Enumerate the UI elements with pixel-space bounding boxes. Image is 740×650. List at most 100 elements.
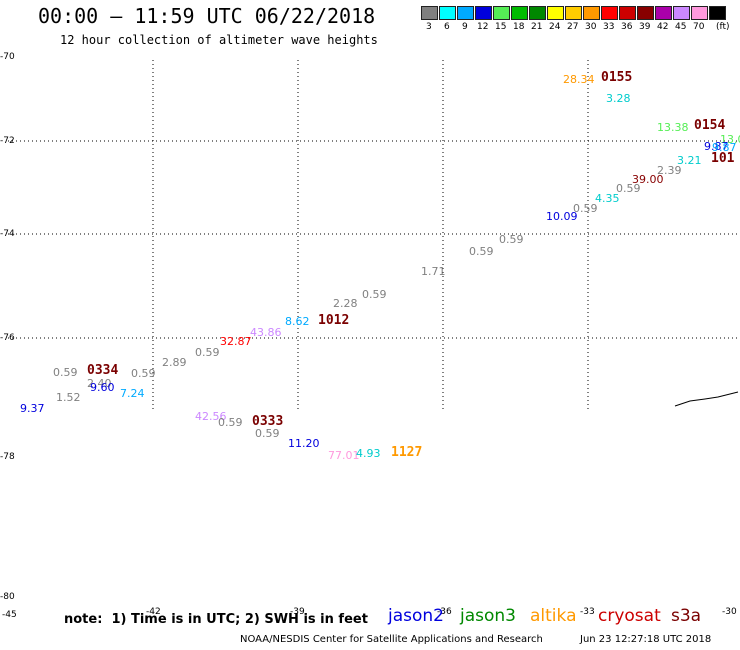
wave-height-value: 11.20	[288, 437, 320, 450]
colorbar-label: 36	[621, 22, 633, 32]
wave-height-value: 3.28	[606, 92, 631, 105]
wave-height-value: 13.38	[657, 121, 689, 134]
colorbar-swatch	[529, 6, 546, 20]
wave-height-value: 0.59	[53, 366, 78, 379]
map-subtitle: 12 hour collection of altimeter wave hei…	[60, 33, 378, 47]
colorbar-swatch	[547, 6, 564, 20]
colorbar-label: 42	[657, 22, 669, 32]
colorbar-label: 12	[477, 22, 489, 32]
colorbar-label: 6	[444, 22, 450, 32]
wave-height-value: 0.59	[195, 346, 220, 359]
longitude-label: -36	[437, 607, 452, 617]
colorbar-label: 45	[675, 22, 687, 32]
wave-height-value: 28.34	[563, 73, 595, 86]
wave-height-value: 9.60	[90, 381, 115, 394]
wave-height-value: 39.00	[632, 173, 664, 186]
units-note: note: 1) Time is in UTC; 2) SWH is in fe…	[64, 612, 368, 627]
colorbar-swatch	[601, 6, 618, 20]
wave-height-value: 2.40	[87, 377, 112, 390]
longitude-label: -30	[722, 607, 737, 617]
legend-jason2: jason2	[388, 606, 444, 626]
legend-jason3: jason3	[460, 606, 516, 626]
wave-height-value: 1.52	[56, 391, 81, 404]
colorbar-swatch	[691, 6, 708, 20]
wave-height-value: 2.89	[162, 356, 187, 369]
wave-height-value: 32.87	[220, 335, 252, 348]
longitude-label: -33	[580, 607, 595, 617]
colorbar-label: 70	[693, 22, 705, 32]
latitude-label: -72	[0, 136, 15, 146]
legend-altika: altika	[530, 606, 577, 626]
wave-height-value: 0.59	[362, 288, 387, 301]
credit-line: NOAA/NESDIS Center for Satellite Applica…	[240, 634, 543, 645]
longitude-label: -42	[146, 607, 161, 617]
colorbar-label: 15	[495, 22, 507, 32]
wave-height-value: 0.59	[131, 367, 156, 380]
coastline	[674, 391, 739, 407]
colorbar-swatch	[637, 6, 654, 20]
wave-height-value: 2.39	[657, 164, 682, 177]
colorbar-label: 3	[426, 22, 432, 32]
pass-time-label: 0333	[252, 414, 284, 429]
latitude-label: -70	[0, 52, 15, 62]
colorbar-swatch	[439, 6, 456, 20]
colorbar-swatch	[583, 6, 600, 20]
colorbar-swatch	[565, 6, 582, 20]
colorbar-swatch	[493, 6, 510, 20]
pass-time-label: 1012	[318, 313, 350, 328]
legend-s3a: s3a	[671, 606, 702, 626]
latitude-label: -74	[0, 229, 15, 239]
colorbar-label: 30	[585, 22, 597, 32]
colorbar-label: 9	[462, 22, 468, 32]
colorbar-swatch	[655, 6, 672, 20]
wave-height-value: 3.21	[677, 154, 702, 167]
wave-height-value: 2.28	[333, 297, 358, 310]
colorbar-label: 21	[531, 22, 543, 32]
longitude-label: -45	[2, 610, 17, 620]
colorbar-swatch	[619, 6, 636, 20]
longitude-label: -39	[290, 607, 305, 617]
wave-height-value: 77.01	[328, 449, 360, 462]
map-title: 00:00 – 11:59 UTC 06/22/2018	[38, 4, 376, 28]
colorbar-unit: (ft)	[716, 22, 730, 32]
colorbar-label: 18	[513, 22, 525, 32]
colorbar-swatch	[709, 6, 726, 20]
wave-height-value: 0.59	[255, 427, 280, 440]
wave-height-value: 1.71	[421, 265, 446, 278]
latitude-label: -78	[0, 452, 15, 462]
pass-time-label: 0334	[87, 363, 119, 378]
legend-cryosat: cryosat	[598, 606, 661, 626]
pass-time-label: 1127	[391, 445, 423, 460]
generated-timestamp: Jun 23 12:27:18 UTC 2018	[580, 634, 712, 645]
wave-height-value: 9.87	[704, 140, 729, 153]
colorbar-label: 39	[639, 22, 651, 32]
colorbar-swatch	[457, 6, 474, 20]
pass-time-label: 101	[711, 151, 735, 166]
colorbar-swatch	[673, 6, 690, 20]
colorbar-label: 24	[549, 22, 561, 32]
wave-height-value: 0.59	[469, 245, 494, 258]
wave-height-value: 0.59	[573, 202, 598, 215]
colorbar-swatch	[511, 6, 528, 20]
wave-height-value: 0.59	[499, 233, 524, 246]
colorbar-swatch	[475, 6, 492, 20]
wave-height-value: 43.86	[250, 326, 282, 339]
colorbar-label: 27	[567, 22, 579, 32]
wave-height-value: 9.87	[712, 141, 737, 154]
wave-height-value: 42.56	[195, 410, 227, 423]
wave-height-value: 0.59	[616, 182, 641, 195]
wave-height-value: 7.24	[120, 387, 145, 400]
wave-height-value: 10.09	[546, 210, 578, 223]
wave-height-value: 4.93	[356, 447, 381, 460]
colorbar-label: 33	[603, 22, 615, 32]
colorbar-swatch	[421, 6, 438, 20]
pass-time-label: 0154	[694, 118, 726, 133]
wave-height-value: 9.37	[20, 402, 45, 415]
latitude-label: -80	[0, 592, 15, 602]
wave-height-value: 4.35	[595, 192, 620, 205]
pass-time-label: 0155	[601, 70, 633, 85]
wave-height-value: 8.62	[285, 315, 310, 328]
latitude-label: -76	[0, 333, 15, 343]
